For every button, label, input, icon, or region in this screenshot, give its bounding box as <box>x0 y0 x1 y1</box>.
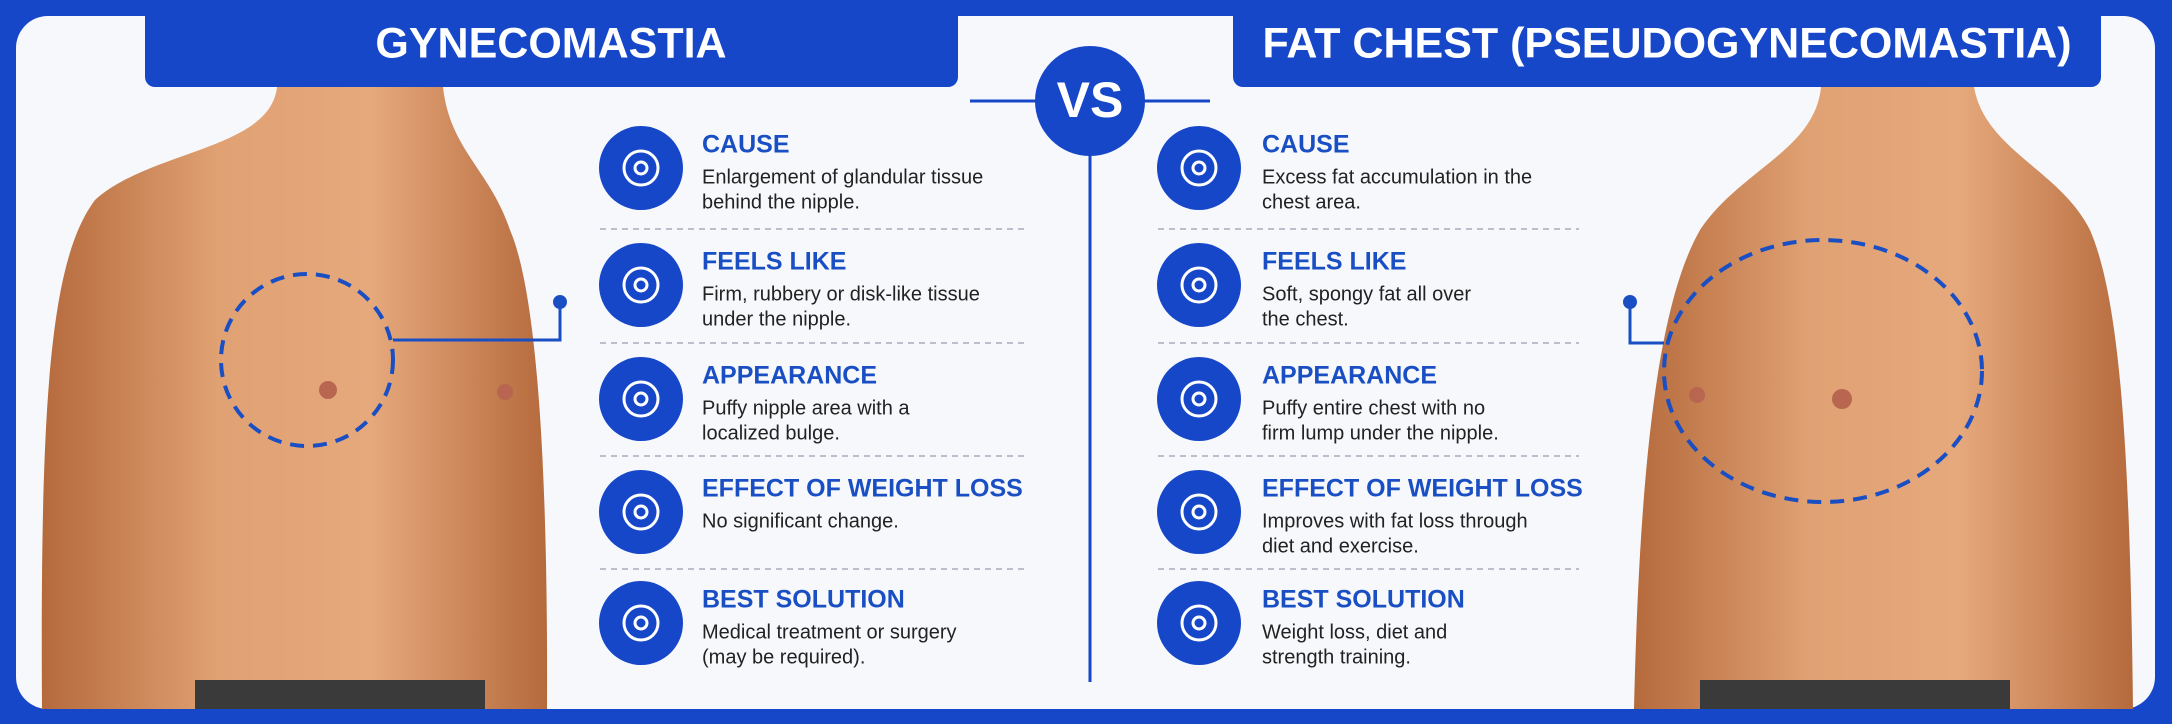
vs-badge <box>1035 46 1145 156</box>
row-text: localized bulge. <box>702 422 840 444</box>
icon-glyph <box>622 266 660 304</box>
row-text: (may be required). <box>702 646 865 668</box>
icon-ring <box>1180 266 1218 304</box>
row-heading: EFFECT OF WEIGHT LOSS <box>702 475 1023 503</box>
row-text: behind the nipple. <box>702 191 860 213</box>
row-text: Puffy nipple area with a <box>702 397 910 419</box>
row-text: Excess fat accumulation in the <box>1262 166 1532 188</box>
row-text: the chest. <box>1262 308 1349 330</box>
icon-dot <box>633 615 649 631</box>
icon-glyph <box>1180 266 1218 304</box>
icon <box>599 243 683 327</box>
row-heading: FEELS LIKE <box>1262 248 1406 276</box>
row-text: diet and exercise. <box>1262 535 1419 557</box>
icon-dot <box>633 160 649 176</box>
row-heading: EFFECT OF WEIGHT LOSS <box>1262 475 1583 503</box>
icon-dot <box>1191 504 1207 520</box>
right-banner <box>1233 0 2101 87</box>
icon-glyph <box>622 493 660 531</box>
row-text: No significant change. <box>702 510 899 532</box>
icon <box>1157 243 1241 327</box>
row-text: strength training. <box>1262 646 1411 668</box>
icon-ring <box>622 380 660 418</box>
icon <box>1157 470 1241 554</box>
icon <box>599 357 683 441</box>
row-heading: APPEARANCE <box>702 362 877 390</box>
icon <box>1157 357 1241 441</box>
row-text: under the nipple. <box>702 308 851 330</box>
icon-ring <box>622 266 660 304</box>
icon-glyph <box>622 380 660 418</box>
icon <box>1157 581 1241 665</box>
icon-ring <box>622 604 660 642</box>
icon-ring <box>1180 149 1218 187</box>
row-text: Enlargement of glandular tissue <box>702 166 983 188</box>
icon-glyph <box>622 149 660 187</box>
row-text: Weight loss, diet and <box>1262 621 1447 643</box>
row-heading: BEST SOLUTION <box>1262 586 1465 614</box>
icon-ring <box>1180 380 1218 418</box>
icon-dot <box>1191 615 1207 631</box>
icon-glyph <box>1180 380 1218 418</box>
icon-ring <box>622 149 660 187</box>
row-text: Improves with fat loss through <box>1262 510 1528 532</box>
icon-dot <box>1191 160 1207 176</box>
row-text: Puffy entire chest with no <box>1262 397 1485 419</box>
icon-glyph <box>1180 149 1218 187</box>
vs-label: VS <box>1057 72 1124 128</box>
left-banner <box>145 0 958 87</box>
icon-dot <box>1191 277 1207 293</box>
icon-glyph <box>1180 604 1218 642</box>
row-heading: CAUSE <box>1262 131 1350 159</box>
icon <box>599 581 683 665</box>
icon-ring <box>622 493 660 531</box>
icon-dot <box>633 391 649 407</box>
left-title: GYNECOMASTIA <box>375 19 726 67</box>
row-heading: APPEARANCE <box>1262 362 1437 390</box>
row-text: Soft, spongy fat all over <box>1262 283 1471 305</box>
icon-dot <box>633 277 649 293</box>
row-heading: FEELS LIKE <box>702 248 846 276</box>
row-text: firm lump under the nipple. <box>1262 422 1499 444</box>
icon-glyph <box>622 604 660 642</box>
icon-ring <box>1180 493 1218 531</box>
icon-dot <box>633 504 649 520</box>
icon-ring <box>1180 604 1218 642</box>
row-heading: CAUSE <box>702 131 790 159</box>
right-title: FAT CHEST (PSEUDOGYNECOMASTIA) <box>1262 19 2071 67</box>
row-heading: BEST SOLUTION <box>702 586 905 614</box>
icon <box>1157 126 1241 210</box>
icon <box>599 126 683 210</box>
icon-glyph <box>1180 493 1218 531</box>
columns: CAUSE Enlargement of glandular tissue behi… <box>599 126 1583 668</box>
icon-dot <box>1191 391 1207 407</box>
right-torso <box>1623 87 2133 709</box>
row-text: Medical treatment or surgery <box>702 621 957 643</box>
row-text: Firm, rubbery or disk-like tissue <box>702 283 980 305</box>
panel <box>16 16 2155 709</box>
row-text: chest area. <box>1262 191 1361 213</box>
icon <box>599 470 683 554</box>
left-torso <box>41 87 567 709</box>
